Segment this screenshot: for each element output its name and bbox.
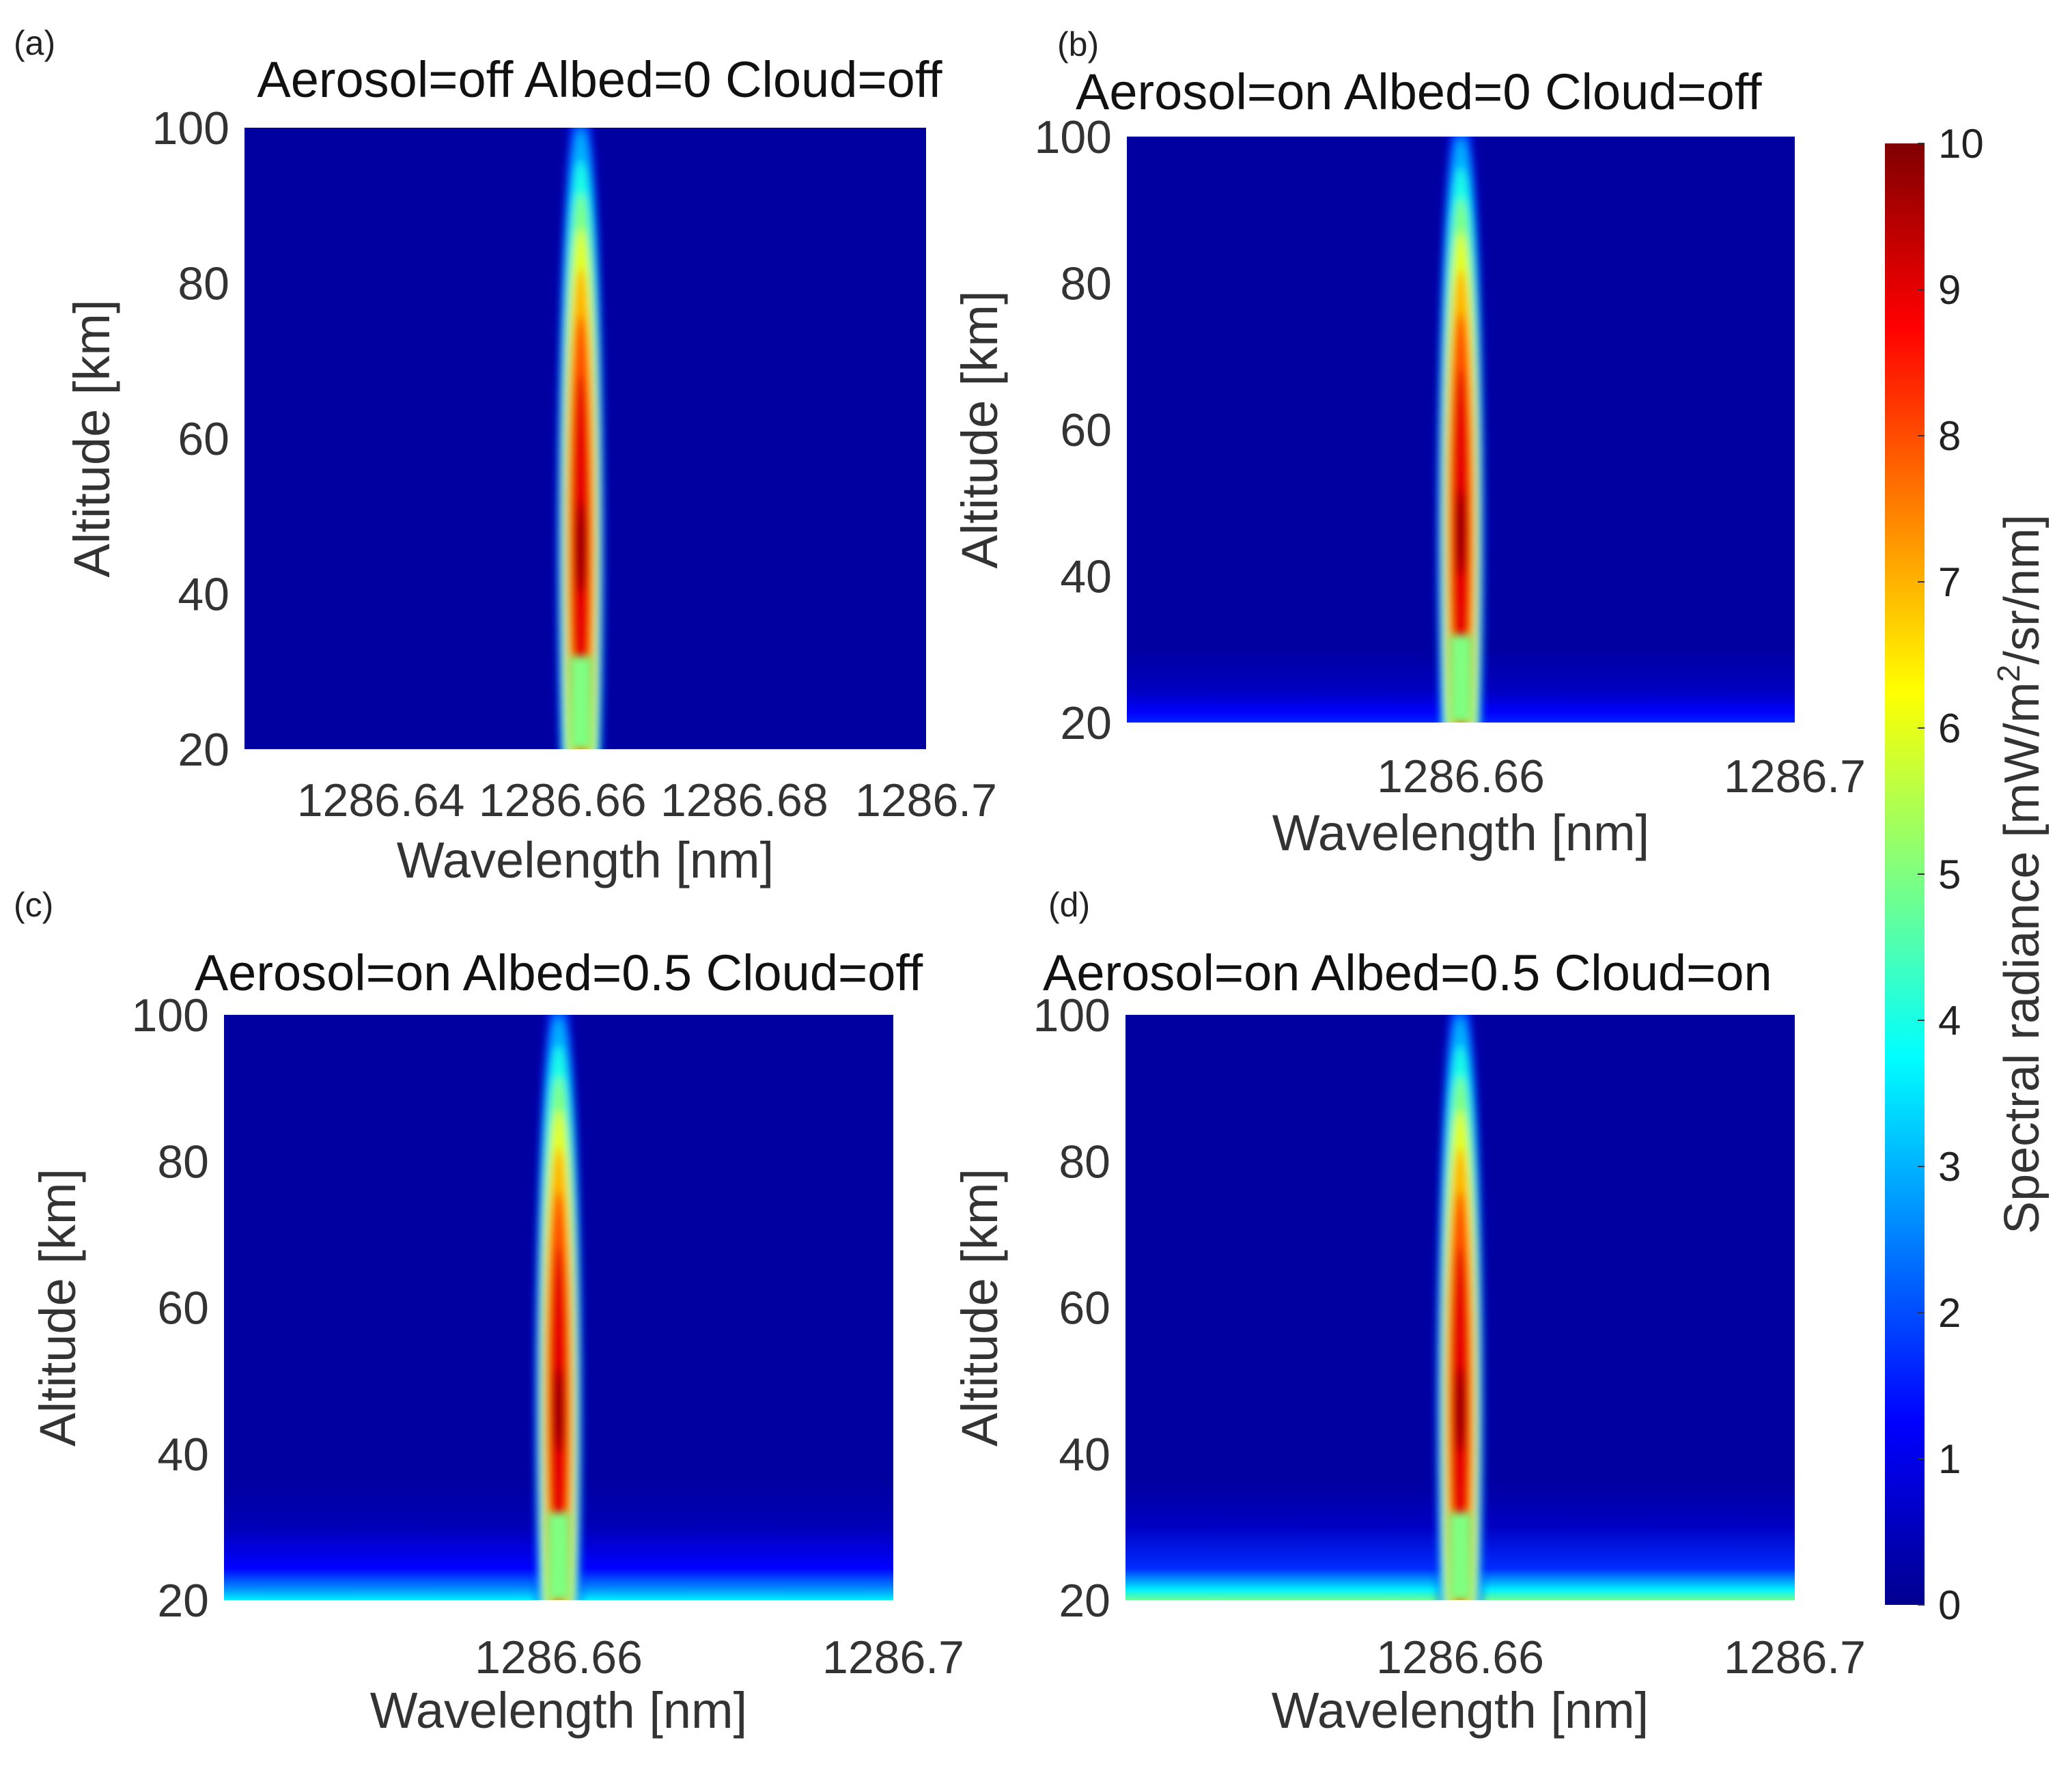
y-tick-label: 40 bbox=[178, 569, 229, 621]
colorbar-tick-label: 2 bbox=[1938, 1290, 1961, 1336]
heatmap bbox=[224, 1015, 893, 1600]
colorbar: 0 1 2 3 4 5 6 7 8 9 10 Spectral radiance [mW/m2/sr/… bbox=[1885, 121, 2050, 1628]
y-tick-label: 100 bbox=[152, 102, 229, 154]
colorbar-tick-label: 10 bbox=[1938, 121, 1984, 167]
emission-line bbox=[557, 128, 605, 749]
x-axis-label: Wavelength [nm] bbox=[397, 832, 774, 888]
emission-line bbox=[535, 1015, 583, 1600]
x-axis-label: Wavelength [nm] bbox=[370, 1682, 748, 1739]
y-tick-label: 20 bbox=[1059, 1575, 1110, 1627]
y-tick-label: 60 bbox=[178, 413, 229, 465]
y-tick-label: 80 bbox=[1060, 258, 1112, 310]
y-tick-label: 40 bbox=[157, 1429, 209, 1481]
x-tick-label: 1286.66 bbox=[1376, 1632, 1544, 1683]
y-tick-label: 100 bbox=[132, 990, 209, 1041]
y-axis-label: Altitude [km] bbox=[951, 1168, 1008, 1446]
colorbar-tick-label: 6 bbox=[1938, 705, 1961, 751]
panel-label: (a) bbox=[14, 24, 55, 62]
x-tick-label: 1286.7 bbox=[855, 774, 997, 826]
y-axis-label: Altitude [km] bbox=[64, 299, 120, 577]
panel-b: (b)Aerosol=on Albed=0 Cloud=off 20 40 60 80 1… bbox=[951, 25, 1866, 861]
x-tick-label: 1286.7 bbox=[1724, 1632, 1866, 1683]
emission-line bbox=[1436, 1015, 1484, 1600]
heatmap bbox=[1127, 137, 1795, 723]
colorbar-tick-label: 8 bbox=[1938, 413, 1961, 459]
colorbar-tick-label: 7 bbox=[1938, 559, 1961, 605]
y-tick-label: 20 bbox=[178, 724, 229, 776]
y-tick-label: 80 bbox=[178, 258, 229, 310]
y-tick-label: 100 bbox=[1035, 111, 1112, 163]
x-tick-label: 1286.7 bbox=[1724, 751, 1866, 802]
panel-title: Aerosol=on Albed=0 Cloud=off bbox=[1076, 64, 1762, 120]
y-tick-label: 60 bbox=[1059, 1283, 1110, 1334]
emission-line-tail bbox=[1449, 634, 1473, 723]
panel-title: Aerosol=on Albed=0.5 Cloud=on bbox=[1043, 944, 1772, 1001]
heatmap bbox=[1125, 1015, 1795, 1600]
y-axis-label: Altitude [km] bbox=[951, 290, 1008, 568]
y-tick-label: 40 bbox=[1060, 551, 1112, 603]
panel-label: (d) bbox=[1048, 886, 1090, 924]
y-tick-label: 80 bbox=[157, 1136, 209, 1188]
panel-c: (c) Aerosol=on Albed=0.5 Cloud=off 20 40 60 8… bbox=[14, 886, 964, 1739]
y-tick-label: 60 bbox=[157, 1283, 209, 1334]
panel-d: (d) Aerosol=on Albed=0.5 Cloud=on 20 40 60 80… bbox=[951, 886, 1866, 1739]
colorbar-label: Spectral radiance [mW/m2/sr/nm] bbox=[1991, 514, 2050, 1234]
colorbar-tick-label: 3 bbox=[1938, 1144, 1961, 1190]
x-axis-label: Wavelength [nm] bbox=[1272, 804, 1650, 861]
x-tick-label: 1286.64 bbox=[297, 774, 465, 826]
y-tick-label: 40 bbox=[1059, 1429, 1110, 1481]
colorbar-tick-label: 0 bbox=[1938, 1582, 1961, 1628]
y-tick-label: 20 bbox=[1060, 697, 1112, 749]
panel-a: (a) Aerosol=off Albed=0 Cloud=off 20 40 60 80… bbox=[14, 24, 997, 888]
x-tick-label: 1286.66 bbox=[479, 774, 647, 826]
x-tick-label: 1286.66 bbox=[475, 1632, 643, 1683]
panel-label: (b) bbox=[1057, 25, 1099, 64]
x-tick-label: 1286.66 bbox=[1377, 751, 1545, 802]
y-tick-label: 80 bbox=[1059, 1136, 1110, 1188]
colorbar-tick-label: 5 bbox=[1938, 852, 1961, 897]
y-tick-label: 100 bbox=[1033, 990, 1110, 1041]
y-axis-label: Altitude [km] bbox=[29, 1168, 86, 1446]
x-tick-label: 1286.68 bbox=[660, 774, 828, 826]
panel-label: (c) bbox=[14, 886, 53, 924]
panel-title: Aerosol=on Albed=0.5 Cloud=off bbox=[195, 944, 923, 1001]
colorbar-tick-label: 1 bbox=[1938, 1436, 1961, 1482]
heatmap bbox=[244, 128, 926, 749]
emission-line bbox=[1437, 137, 1485, 723]
emission-line-tail bbox=[1448, 1512, 1472, 1600]
x-axis-label: Wavelength [nm] bbox=[1272, 1682, 1649, 1739]
emission-line-tail bbox=[568, 656, 593, 749]
panel-title: Aerosol=off Albed=0 Cloud=off bbox=[257, 51, 942, 108]
y-tick-label: 20 bbox=[157, 1575, 209, 1627]
y-tick-label: 60 bbox=[1060, 404, 1112, 456]
emission-line-tail bbox=[546, 1512, 571, 1600]
x-tick-label: 1286.7 bbox=[822, 1632, 964, 1683]
colorbar-tick-label: 9 bbox=[1938, 267, 1961, 313]
colorbar-tick-label: 4 bbox=[1938, 998, 1961, 1044]
